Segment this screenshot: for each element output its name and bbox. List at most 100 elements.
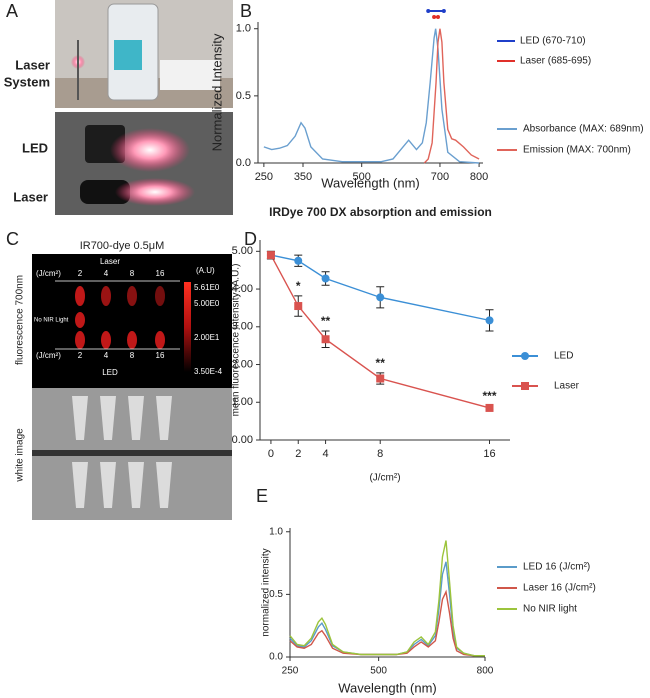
x-axis-label: Wavelength (nm) <box>321 175 420 190</box>
marker <box>376 374 385 383</box>
legend-label: Absorbance (MAX: 689nm) <box>523 124 644 135</box>
band-end <box>436 15 440 19</box>
x-tick-label: 2 <box>295 448 301 460</box>
significance: ** <box>321 314 331 328</box>
series-line <box>270 254 490 409</box>
x-tick-label: 350 <box>294 171 312 183</box>
x-axis-label: (J/cm²) <box>369 473 400 484</box>
y-tick-label: 0.0 <box>236 157 251 169</box>
photo-label: Laser <box>15 57 50 72</box>
x-tick-label: 16 <box>483 448 495 460</box>
marker <box>485 403 494 412</box>
x-tick-label: 8 <box>377 448 383 460</box>
y-axis-label: mean fluorescence intensity (A.U.) <box>231 264 242 417</box>
image-text: LED <box>102 368 118 377</box>
y-tick-label: 1.0 <box>236 23 251 35</box>
image-text: 2 <box>78 269 83 278</box>
x-tick-label: 250 <box>282 666 299 677</box>
significance: * <box>296 279 301 293</box>
marker <box>376 293 385 302</box>
x-tick-label: 800 <box>470 171 488 183</box>
marker <box>485 316 494 325</box>
fluorescence-image <box>32 254 232 388</box>
image-text: 16 <box>156 269 165 278</box>
series-line <box>263 28 480 164</box>
marker <box>321 274 330 283</box>
legend-label: LED 16 (J/cm²) <box>523 562 590 573</box>
y-tick-label: 1.00 <box>232 396 253 408</box>
panel-label: A <box>6 1 18 21</box>
tubes <box>72 396 172 508</box>
y-axis-label: Normalized Intensity <box>209 33 224 151</box>
significance: *** <box>483 389 497 403</box>
legend-label: No NIR light <box>523 604 577 615</box>
x-tick-label: 800 <box>477 666 494 677</box>
marker <box>266 251 275 260</box>
panel-label: B <box>240 1 252 21</box>
caption: IRDye 700 DX absorption and emission <box>269 205 492 219</box>
colorbar-label: 2.00E1 <box>194 333 220 342</box>
fluorescence-spots <box>75 286 165 349</box>
y-tick-label: 1.0 <box>269 526 283 537</box>
legend-marker <box>521 382 529 390</box>
legend-label: LED <box>554 351 573 362</box>
photo-led-laser <box>55 112 233 215</box>
colorbar <box>184 282 191 372</box>
photo-label: LED <box>22 140 48 155</box>
series-line <box>289 589 485 657</box>
image-text: No NIR Light <box>34 318 69 324</box>
x-tick-label: 700 <box>431 171 449 183</box>
side-label: fluorescence 700nm <box>15 275 26 365</box>
panel-label: D <box>244 229 257 249</box>
colorbar-label: 5.61E0 <box>194 283 220 292</box>
x-tick-label: 250 <box>255 171 273 183</box>
marker <box>294 256 303 265</box>
marker <box>294 302 303 311</box>
y-tick-label: 2.00 <box>232 358 253 370</box>
band-end <box>426 9 431 13</box>
band-end <box>441 9 446 13</box>
x-tick-label: 500 <box>370 666 387 677</box>
legend-label: LED (670-710) <box>520 36 586 47</box>
significance: ** <box>376 356 386 370</box>
image-text: 8 <box>130 351 135 360</box>
y-tick-label: 0.5 <box>269 589 283 600</box>
image-text: 2 <box>78 351 83 360</box>
y-axis-label: normalized intensity <box>261 548 272 636</box>
legend-marker <box>521 352 529 360</box>
y-tick-label: 4.00 <box>232 283 253 295</box>
photo-laser-system <box>55 0 233 108</box>
panel-label: E <box>256 486 268 506</box>
legend-label: Laser 16 (J/cm²) <box>523 583 596 594</box>
y-tick-label: 0.00 <box>232 434 253 446</box>
x-tick-label: 0 <box>268 448 274 460</box>
legend-label: Laser (685-695) <box>520 56 591 67</box>
y-tick-label: 5.00 <box>232 245 253 257</box>
side-label: white image <box>15 428 26 483</box>
image-text: (J/cm²) <box>36 351 61 360</box>
marker <box>321 335 330 344</box>
colorbar-label: (A.U) <box>196 266 215 275</box>
legend-label: Laser <box>554 381 580 392</box>
legend-label: Emission (MAX: 700nm) <box>523 145 631 156</box>
panel-label: C <box>6 229 19 249</box>
y-tick-label: 3.00 <box>232 321 253 333</box>
image-text: Laser <box>100 257 120 266</box>
image-text: 8 <box>130 269 135 278</box>
photo-label: Laser <box>13 189 48 204</box>
x-tick-label: 4 <box>323 448 329 460</box>
y-tick-label: 0.0 <box>269 652 283 663</box>
band-end <box>432 15 437 19</box>
photo-label: System <box>4 74 50 89</box>
x-axis-label: Wavelength (nm) <box>338 680 437 695</box>
photo-detail <box>32 450 232 456</box>
image-text: 4 <box>104 269 109 278</box>
series-line <box>289 540 485 657</box>
image-title: IR700-dye 0.5μM <box>80 240 165 252</box>
x-tick-label: 500 <box>353 171 371 183</box>
colorbar-label: 5.00E0 <box>194 299 220 308</box>
image-text: 4 <box>104 351 109 360</box>
image-text: 16 <box>156 351 165 360</box>
image-text: (J/cm²) <box>36 269 61 278</box>
